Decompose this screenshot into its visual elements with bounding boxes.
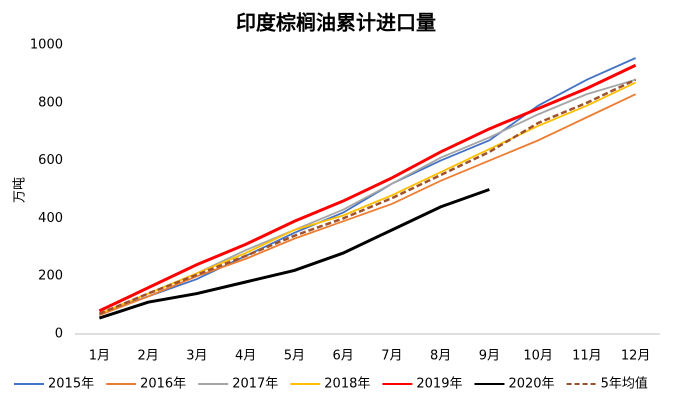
series-line xyxy=(98,188,490,320)
x-tick-label: 1月 xyxy=(89,349,110,364)
x-tick-label: 8月 xyxy=(430,349,451,364)
x-tick-label: 2月 xyxy=(137,349,158,364)
legend-label: 2017年 xyxy=(232,377,278,392)
legend-label: 2018年 xyxy=(324,377,370,392)
y-tick-label: 800 xyxy=(38,95,63,110)
x-tick-label: 5月 xyxy=(284,349,305,364)
x-tick-label: 7月 xyxy=(381,349,402,364)
x-tick-label: 4月 xyxy=(235,349,256,364)
x-tick-label: 12月 xyxy=(621,349,651,364)
legend-label: 5年均值 xyxy=(601,376,648,392)
x-tick-label: 3月 xyxy=(186,349,207,364)
legend-label: 2015年 xyxy=(48,377,94,392)
x-tick-label: 11月 xyxy=(572,349,602,364)
legend-label: 2020年 xyxy=(508,377,554,392)
y-tick-label: 600 xyxy=(38,153,63,168)
y-tick-label: 1000 xyxy=(30,38,63,53)
y-tick-label: 0 xyxy=(55,327,63,342)
y-tick-label: 400 xyxy=(38,211,63,226)
x-tick-label: 9月 xyxy=(479,349,500,364)
chart-title: 印度棕榈油累计进口量 xyxy=(236,11,436,35)
legend-label: 2019年 xyxy=(416,377,462,392)
series-line xyxy=(99,93,637,317)
legend-label: 2016年 xyxy=(140,377,186,392)
series-line xyxy=(98,63,637,313)
x-tick-label: 6月 xyxy=(332,349,353,364)
series-line xyxy=(99,57,636,315)
y-axis-label: 万吨 xyxy=(13,177,28,203)
y-tick-label: 200 xyxy=(38,269,63,284)
series-line xyxy=(98,78,637,315)
x-tick-label: 10月 xyxy=(523,349,553,364)
series-line xyxy=(99,81,637,315)
